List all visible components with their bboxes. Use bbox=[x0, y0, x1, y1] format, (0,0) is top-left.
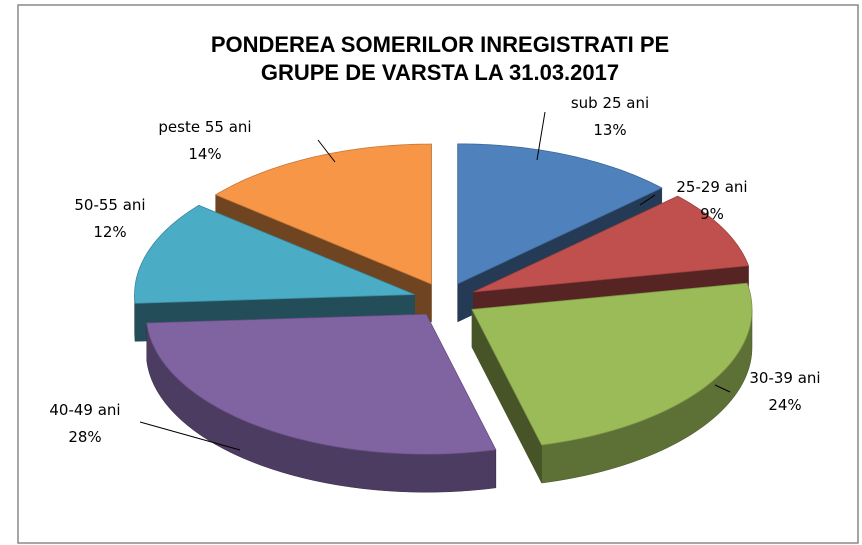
leader-line bbox=[139, 421, 241, 451]
chart-title: PONDEREA SOMERILOR INREGISTRATI PE bbox=[211, 32, 669, 57]
slice bbox=[146, 313, 497, 455]
data-label-value: 13% bbox=[593, 121, 626, 139]
leader-line bbox=[536, 111, 546, 161]
data-label-value: 14% bbox=[188, 145, 221, 163]
leader-line bbox=[639, 194, 656, 206]
slice bbox=[473, 195, 750, 293]
slice bbox=[134, 204, 415, 304]
slice bbox=[457, 143, 663, 285]
data-label-name: sub 25 ani bbox=[571, 94, 649, 112]
data-label-value: 9% bbox=[700, 205, 724, 223]
data-label-name: 50-55 ani bbox=[74, 196, 145, 214]
data-label-name: peste 55 ani bbox=[158, 118, 251, 136]
data-label-name: 40-49 ani bbox=[49, 401, 120, 419]
slice bbox=[471, 282, 753, 446]
data-label-value: 12% bbox=[93, 223, 126, 241]
data-label-name: 30-39 ani bbox=[749, 369, 820, 387]
leader-line bbox=[317, 139, 336, 163]
data-label-name: 25-29 ani bbox=[676, 178, 747, 196]
data-label-value: 24% bbox=[768, 396, 801, 414]
pie bbox=[134, 143, 753, 493]
leader-line bbox=[714, 384, 731, 393]
chart-title: GRUPE DE VARSTA LA 31.03.2017 bbox=[261, 60, 619, 85]
data-label-value: 28% bbox=[68, 428, 101, 446]
labels: sub 25 ani 13% 25-29 ani 9% 30-39 ani 24% 40-4… bbox=[49, 94, 821, 451]
slice bbox=[214, 143, 432, 285]
